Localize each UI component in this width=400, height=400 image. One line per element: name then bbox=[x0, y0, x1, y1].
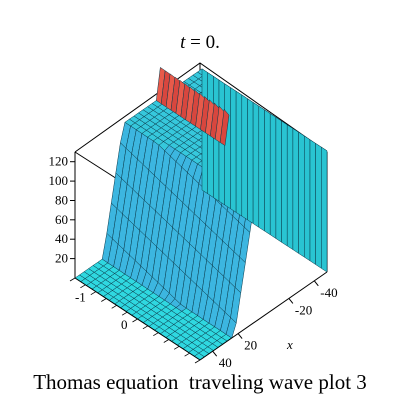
surface-cell-wall bbox=[258, 105, 265, 232]
y-tick-mark bbox=[69, 277, 76, 282]
surface-cell-wall bbox=[321, 146, 328, 273]
x-tick-label: -20 bbox=[295, 302, 312, 317]
surface-cell-peak bbox=[219, 108, 230, 147]
y-tick-mark bbox=[153, 332, 159, 337]
x-tick-label: 20 bbox=[244, 338, 257, 353]
y-tick-mark bbox=[163, 339, 170, 343]
z-tick-label: 60 bbox=[55, 212, 68, 227]
y-tick-mark bbox=[142, 325, 149, 330]
y-tick-mark bbox=[132, 318, 138, 323]
surface-cell-wall bbox=[286, 124, 294, 251]
surface-cell-wall bbox=[230, 87, 237, 213]
surface-cell-wall bbox=[281, 120, 288, 247]
surface-cell-wall bbox=[292, 128, 299, 254]
surface-cell-wall bbox=[224, 83, 231, 210]
y-tick-mark bbox=[101, 298, 107, 302]
z-tick-label: 40 bbox=[55, 231, 68, 246]
y-axis: -1 0 bbox=[69, 277, 201, 364]
x-tick-mark bbox=[313, 280, 319, 287]
chart-title: t = 0. bbox=[180, 32, 220, 53]
x-axis: -40 -20 20 40 bbox=[212, 280, 338, 370]
x-tick-label: -40 bbox=[320, 285, 337, 300]
surface-cell-wall bbox=[309, 139, 316, 265]
y-tick-label: 0 bbox=[121, 317, 128, 332]
y-tick-mark bbox=[121, 311, 128, 316]
x-tick-mark bbox=[212, 350, 218, 357]
z-axis: 120 100 80 60 40 20 bbox=[49, 154, 75, 266]
surface-cell-wall bbox=[241, 94, 248, 221]
surface-cell-wall bbox=[264, 109, 271, 236]
x-tick-mark bbox=[288, 298, 294, 304]
z-tick-label: 120 bbox=[49, 154, 69, 169]
surface-floor bbox=[74, 258, 233, 361]
y-tick-mark bbox=[90, 291, 97, 296]
x-tick-label: 40 bbox=[219, 355, 232, 370]
z-tick-label: 100 bbox=[49, 173, 69, 188]
figure-caption: Thomas equation traveling wave plot 3 bbox=[33, 370, 367, 394]
surface-peak-ridge bbox=[156, 66, 230, 147]
surface-cell-wall bbox=[315, 142, 322, 269]
x-axis-label: x bbox=[286, 337, 293, 352]
surface-cell-wall bbox=[304, 135, 311, 262]
surface-cell-wall bbox=[247, 98, 254, 224]
y-tick-mark bbox=[194, 359, 201, 364]
y-tick-mark bbox=[184, 352, 190, 357]
y-tick-mark bbox=[173, 345, 180, 350]
surface-cell-wall bbox=[269, 113, 277, 239]
z-tick-label: 80 bbox=[55, 193, 68, 208]
surface-cell-wall bbox=[298, 131, 305, 258]
surface-cell-wall bbox=[275, 116, 282, 243]
y-tick-label: -1 bbox=[75, 290, 86, 305]
surface-cell-wall bbox=[235, 90, 243, 217]
x-tick-mark bbox=[237, 333, 243, 339]
surface-cell-wall bbox=[252, 101, 260, 228]
y-tick-mark bbox=[80, 284, 86, 289]
y-tick-mark bbox=[111, 304, 117, 309]
z-tick-label: 20 bbox=[55, 251, 68, 266]
